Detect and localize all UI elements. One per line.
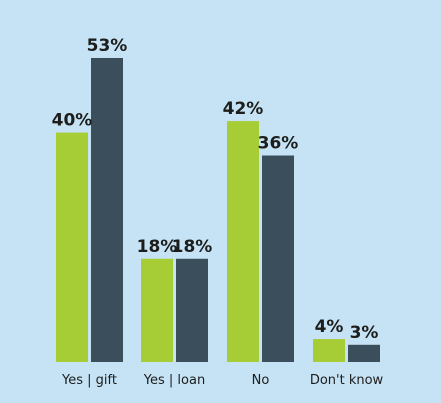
- bar-series-1-2: [227, 121, 259, 363]
- category-label-2: No: [252, 373, 270, 388]
- category-label-0: Yes | gift: [61, 373, 117, 388]
- category-label-1: Yes | loan: [143, 373, 205, 388]
- value-label-series-2-1: 18%: [172, 237, 213, 257]
- value-label-series-2-3: 3%: [350, 323, 379, 343]
- value-label-series-2-0: 53%: [87, 36, 128, 56]
- bar-series-1-0: [56, 132, 88, 362]
- value-labels-group: 40% 53% 18%18% 42% 36% 4% 3%: [52, 36, 379, 343]
- value-label-series-1-2: 42%: [223, 99, 264, 119]
- category-labels-group: Yes | gift Yes | loan No Don't know: [61, 373, 384, 388]
- bar-series-2-2: [262, 155, 294, 362]
- bar-series-2-1: [176, 258, 208, 362]
- value-label-series-1-1: 18%: [137, 237, 178, 257]
- bar-series-2-3: [348, 344, 380, 362]
- value-label-series-2-2: 36%: [258, 134, 299, 154]
- value-label-series-1-0: 40%: [52, 111, 93, 131]
- value-label-series-1-3: 4%: [315, 317, 344, 337]
- bars-group: [56, 58, 380, 363]
- category-label-3: Don't know: [310, 373, 384, 388]
- bar-series-1-1: [141, 258, 173, 362]
- bar-series-2-0: [91, 58, 123, 362]
- bar-series-1-3: [313, 339, 345, 362]
